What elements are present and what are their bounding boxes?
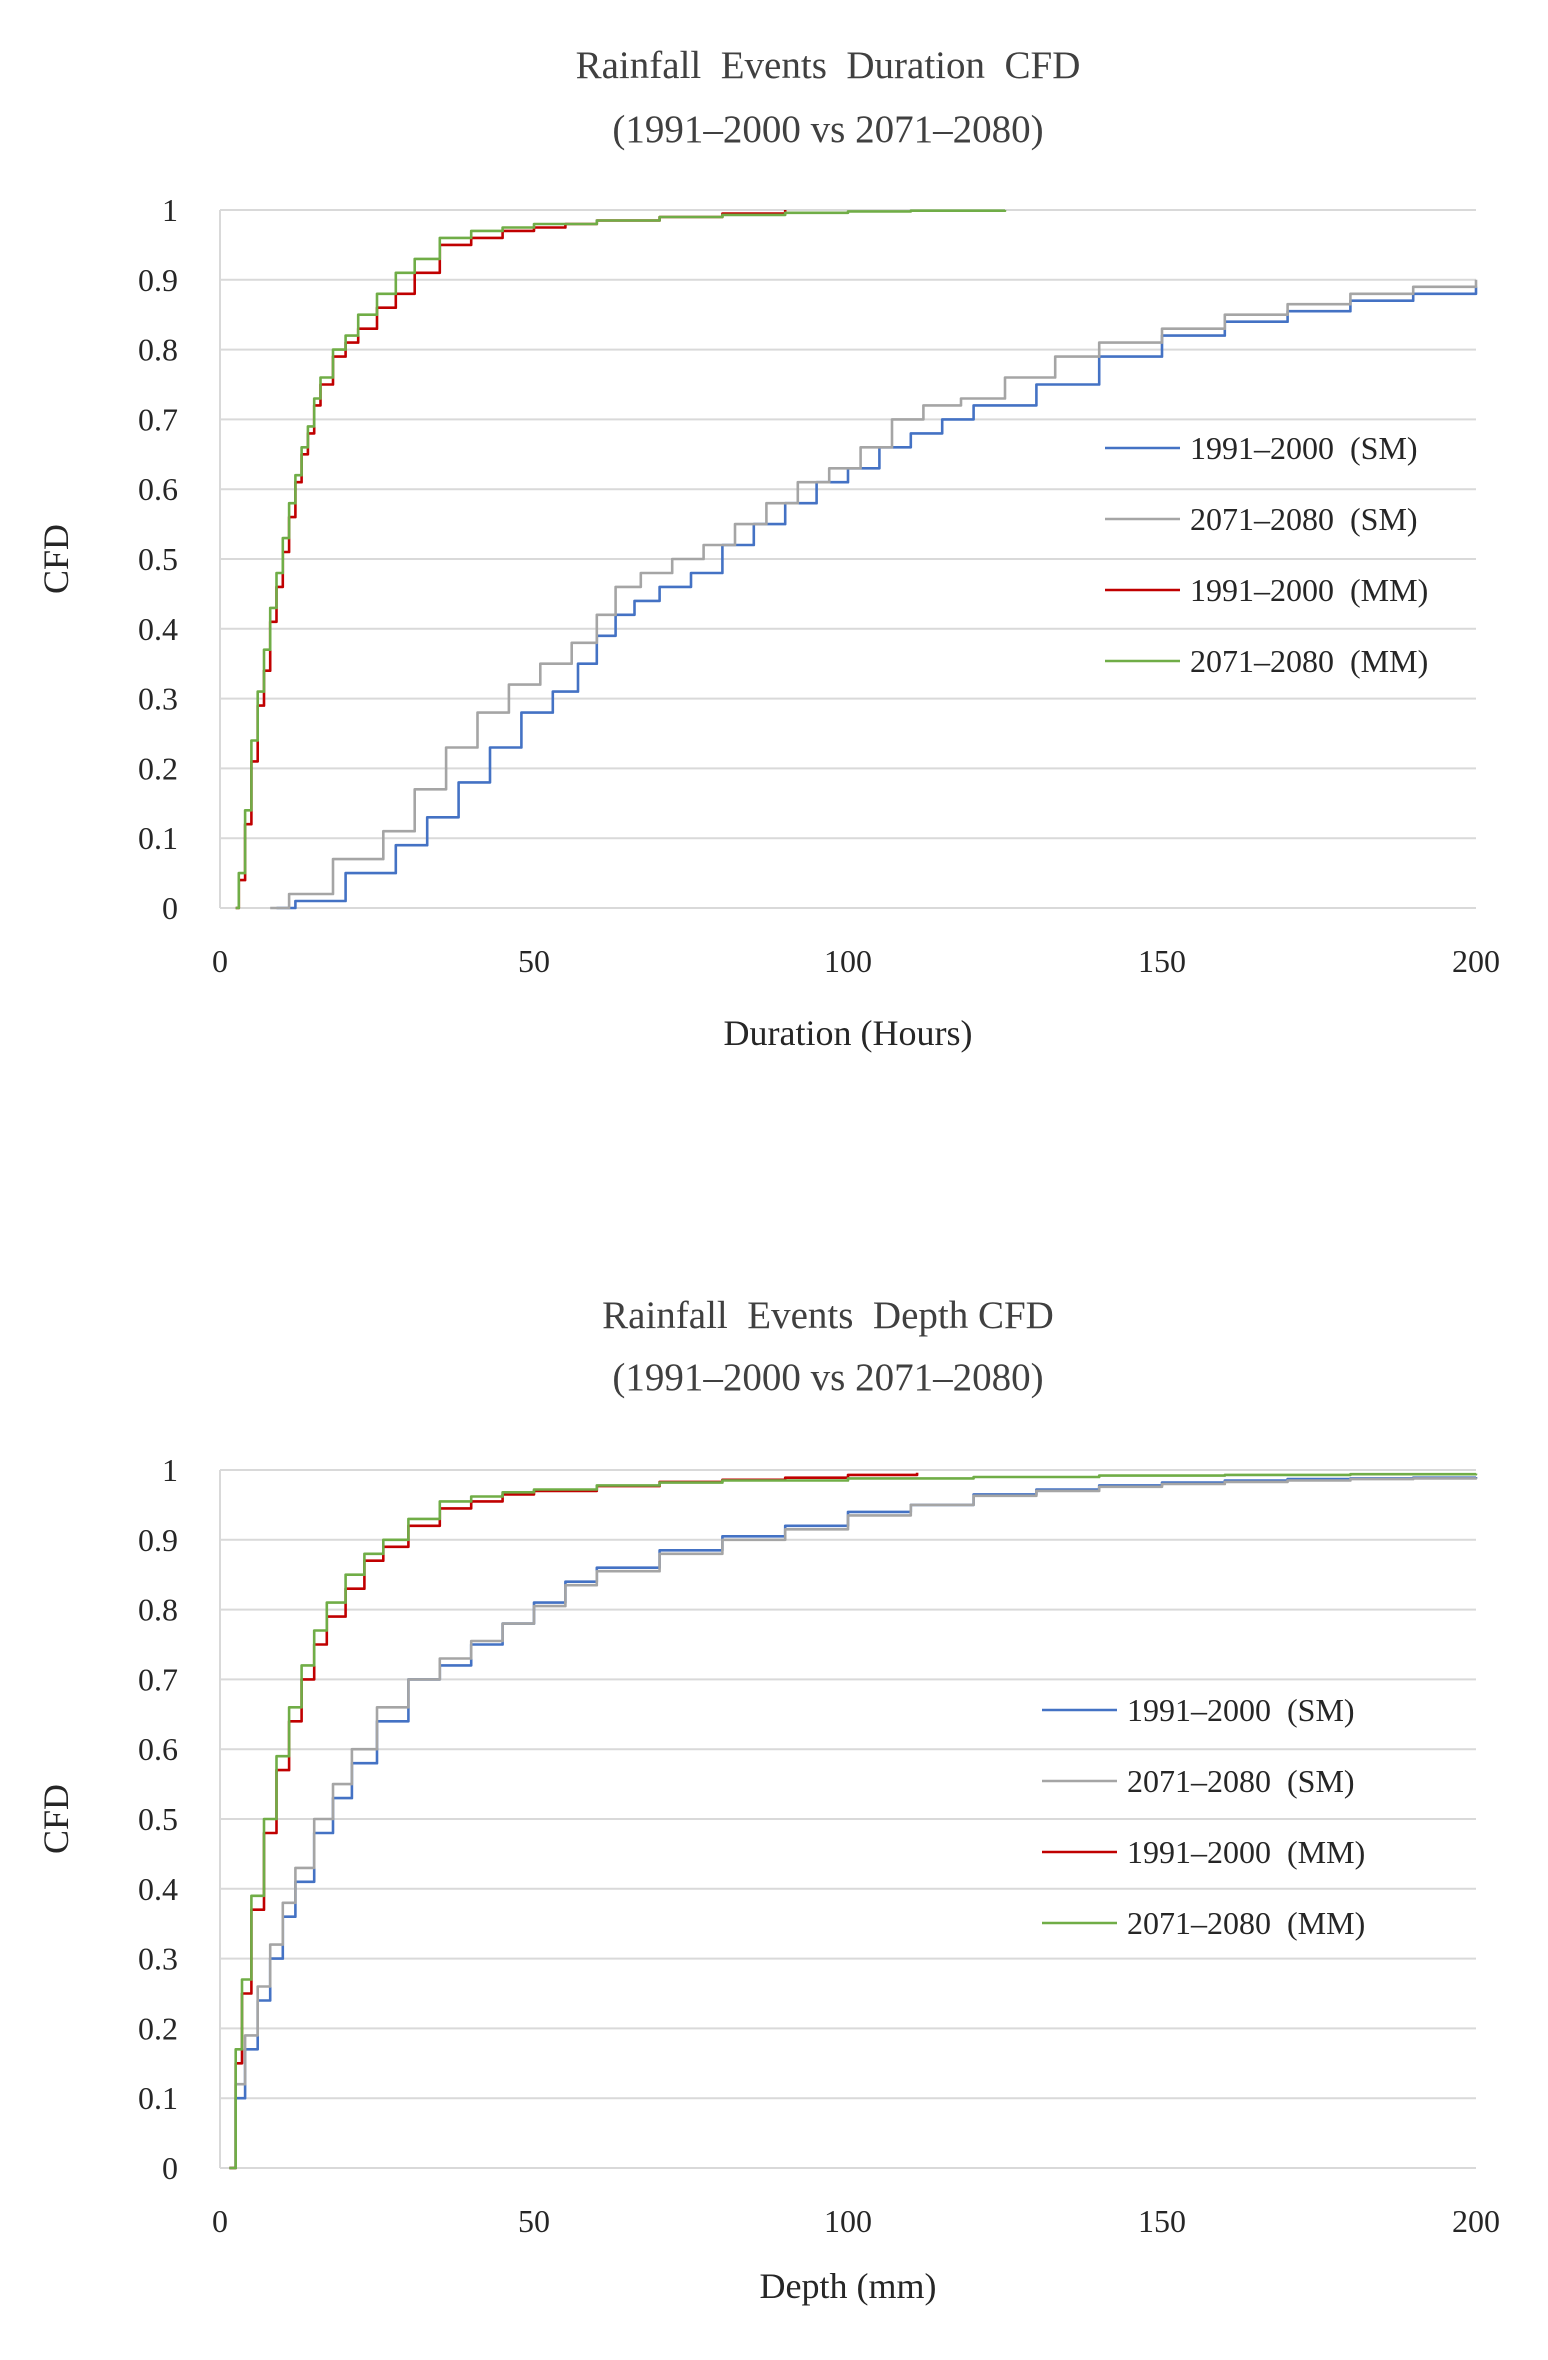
series-line-1 xyxy=(270,279,1478,910)
y-tick-label: 0.1 xyxy=(138,820,178,856)
x-tick-label: 150 xyxy=(1138,943,1186,979)
chart-subtitle: (1991–2000 vs 2071–2080) xyxy=(612,108,1043,151)
x-tick-label: 150 xyxy=(1138,2203,1186,2239)
y-tick-label: 0.7 xyxy=(138,1661,178,1697)
y-tick-label: 0.9 xyxy=(138,1522,178,1558)
series-line-3 xyxy=(229,1472,1478,2170)
legend-label-3: 2071–2080 (MM) xyxy=(1127,1905,1365,1941)
x-tick-label: 50 xyxy=(518,943,550,979)
depth-cfd-chart: Rainfall Events Depth CFD (1991–2000 vs 2… xyxy=(0,1180,1548,2360)
x-axis-label: Depth (mm) xyxy=(760,2266,937,2306)
x-tick-label: 100 xyxy=(824,943,872,979)
y-tick-label: 0.3 xyxy=(138,1941,178,1977)
y-tick-label: 0.2 xyxy=(138,2010,178,2046)
chart-title: Rainfall Events Duration CFD xyxy=(576,44,1081,87)
y-tick-label: 0 xyxy=(162,2150,178,2186)
y-tick-label: 0.6 xyxy=(138,1731,178,1767)
y-tick-label: 0.3 xyxy=(138,681,178,717)
legend-label-2: 1991–2000 (MM) xyxy=(1190,572,1428,608)
legend-label-2: 1991–2000 (MM) xyxy=(1127,1834,1365,1870)
legend-label-0: 1991–2000 (SM) xyxy=(1127,1692,1355,1728)
chart-subtitle: (1991–2000 vs 2071–2080) xyxy=(612,1356,1043,1399)
series-line-3 xyxy=(235,209,1007,910)
series-line-1 xyxy=(229,1477,1478,2170)
y-tick-label: 0.4 xyxy=(138,611,178,647)
y-axis-label: CFD xyxy=(36,1784,76,1854)
legend-label-1: 2071–2080 (SM) xyxy=(1127,1763,1355,1799)
y-tick-label: 0.8 xyxy=(138,332,178,368)
legend-label-0: 1991–2000 (SM) xyxy=(1190,430,1418,466)
y-tick-label: 0 xyxy=(162,890,178,926)
y-tick-label: 0.4 xyxy=(138,1871,178,1907)
y-tick-label: 0.9 xyxy=(138,262,178,298)
x-tick-label: 200 xyxy=(1452,2203,1500,2239)
x-tick-label: 0 xyxy=(212,943,228,979)
x-tick-label: 200 xyxy=(1452,943,1500,979)
y-tick-label: 0.1 xyxy=(138,2080,178,2116)
duration-cfd-plot: Rainfall Events Duration CFD (1991–2000 v… xyxy=(36,44,1500,1053)
depth-cfd-plot: Rainfall Events Depth CFD (1991–2000 vs 2… xyxy=(36,1294,1500,2306)
y-tick-label: 0.8 xyxy=(138,1592,178,1628)
y-tick-label: 0.5 xyxy=(138,1801,178,1837)
legend-label-1: 2071–2080 (SM) xyxy=(1190,501,1418,537)
y-tick-label: 1 xyxy=(162,1452,178,1488)
duration-cfd-chart: Rainfall Events Duration CFD (1991–2000 v… xyxy=(36,44,1500,1053)
y-tick-label: 0.5 xyxy=(138,541,178,577)
x-tick-label: 0 xyxy=(212,2203,228,2239)
y-axis-label: CFD xyxy=(36,524,76,594)
x-tick-label: 100 xyxy=(824,2203,872,2239)
chart-title: Rainfall Events Depth CFD xyxy=(602,1294,1054,1337)
y-tick-label: 1 xyxy=(162,192,178,228)
legend-label-3: 2071–2080 (MM) xyxy=(1190,643,1428,679)
y-tick-label: 0.7 xyxy=(138,401,178,437)
x-axis-label: Duration (Hours) xyxy=(724,1013,973,1053)
y-tick-label: 0.2 xyxy=(138,750,178,786)
x-tick-label: 50 xyxy=(518,2203,550,2239)
series-line-0 xyxy=(229,1476,1478,2170)
y-tick-label: 0.6 xyxy=(138,471,178,507)
